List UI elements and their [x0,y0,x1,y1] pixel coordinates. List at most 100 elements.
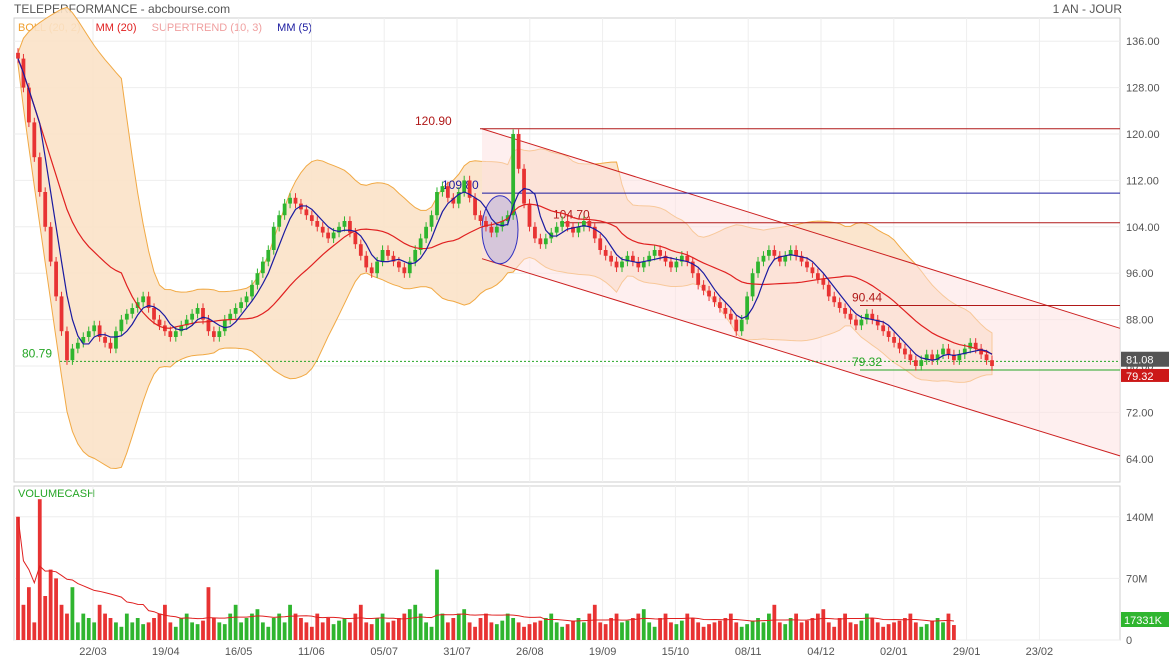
volume-bar [935,618,940,640]
candle-body [157,319,162,326]
volume-bar [326,618,331,640]
y-tick-label: 104.00 [1126,222,1160,234]
candle-body [565,221,570,227]
vol-tick-label: 70M [1126,573,1147,585]
volume-bar [260,622,265,640]
candle-body [750,273,755,297]
last-volume-tag [1121,612,1169,627]
volume-bar [217,622,222,640]
candle-body [484,221,488,227]
volume-bar [707,624,711,640]
candle-body [560,221,565,227]
candle-body [103,337,107,343]
candle-body [527,203,532,227]
candle-body [108,342,113,349]
volume-bar [886,624,891,640]
volume-bar [124,613,129,640]
candle-body [233,308,238,314]
volume-bar [848,622,853,640]
volume-bar [946,613,951,640]
x-tick-label: 04/12 [807,646,835,658]
candle-body [32,122,37,158]
candle-body [353,232,358,245]
volume-bar [870,618,875,640]
volume-bar [500,620,505,640]
y-tick-label: 136.00 [1126,36,1160,48]
candle-body [543,238,548,245]
volume-bar [184,613,189,640]
last-volume-label: 17331K [1124,615,1163,627]
candle-body [315,221,320,227]
level-label: 90.44 [852,290,882,304]
candle-body [489,226,494,233]
volume-bar [211,618,216,640]
candle-body [620,261,624,268]
volume-bar [603,624,608,640]
candle-body [815,273,820,279]
y-tick-label: 120.00 [1126,129,1160,141]
volume-bar [625,620,630,640]
x-tick-label: 19/09 [589,646,617,658]
candle-body [533,226,537,239]
volume-bar [924,624,929,640]
volume-bar [663,613,668,640]
volume-bar [614,613,619,640]
candle-body [407,261,412,274]
candle-body [957,354,962,361]
legend-supertrend[interactable]: SUPERTREND (10, 3) [151,22,263,34]
candle-body [576,226,581,233]
volume-bar [952,625,956,640]
volume-bar [767,613,771,640]
candle-body [59,296,64,332]
candle-body [941,348,945,355]
candle-body [391,255,396,262]
candle-body [222,319,227,332]
volume-bar [146,622,151,640]
volume-bar [864,613,869,640]
volume-bar [892,622,896,640]
candle-body [919,360,924,366]
y-tick-label: 128.00 [1126,83,1160,95]
volume-bar [358,604,363,640]
legend-mm5[interactable]: MM (5) [277,22,312,34]
volume-bar [941,622,945,640]
volume-bar [478,618,483,640]
candle-body [293,197,298,204]
legend-mm20[interactable]: MM (20) [95,22,137,34]
candle-body [206,319,211,332]
last-price-label: 81.08 [1126,355,1154,367]
volume-bar [554,622,559,640]
candle-body [968,342,973,349]
period-selector[interactable]: 1 AN - JOUR [1052,2,1122,16]
candle-body [239,302,243,308]
candle-body [712,296,717,303]
volume-bar [538,620,543,640]
candle-body [952,354,956,361]
candle-body [859,319,864,326]
volume-bar [582,622,586,640]
candle-body [658,250,662,256]
candle-body [168,331,173,337]
candle-body [794,250,799,256]
candle-body [870,313,875,320]
trend-channel-upper [481,128,1121,329]
candle-body [201,308,205,320]
volume-ma-line [17,516,954,622]
volume-bar [745,624,750,640]
volume-bar [815,613,820,640]
x-tick-label: 15/10 [662,646,690,658]
candle-body [494,226,499,233]
volume-bar [59,604,64,640]
x-tick-label: 08/11 [735,646,762,658]
volume-bar [201,620,205,640]
volume-bar [674,624,679,640]
candle-body [217,331,222,337]
volume-bar [228,613,233,640]
candle-body [962,348,967,355]
candle-body [75,342,80,349]
volume-bar [701,626,706,640]
volume-bar [320,622,325,640]
price-panel-frame [13,17,1121,483]
candle-body [266,250,271,262]
